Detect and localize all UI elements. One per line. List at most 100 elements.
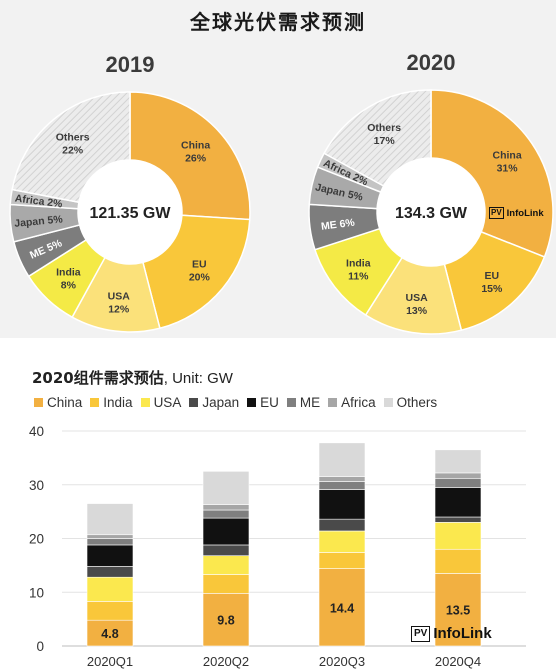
bar-segment-usa <box>318 530 366 553</box>
bar-segment-me <box>86 538 134 546</box>
y-tick-label: 40 <box>29 424 44 439</box>
slice-label-india: India 11% <box>346 257 371 282</box>
legend-label: ME <box>299 395 321 410</box>
x-tick-label: 2020Q4 <box>435 654 481 669</box>
donut-center-total: 134.3 GW <box>395 205 468 222</box>
watermark-logo-top: PV InfoLink <box>489 207 544 219</box>
bar-segment-others <box>86 503 134 536</box>
legend-swatch <box>247 398 257 407</box>
donut-title: 2019 <box>106 52 155 77</box>
bar-segment-me <box>434 478 482 488</box>
bar-segment-eu <box>202 517 250 546</box>
y-tick-label: 20 <box>29 532 44 547</box>
legend-label: India <box>103 395 133 410</box>
bar-segment-eu <box>86 544 134 567</box>
legend-item-china: China <box>34 395 82 410</box>
bar-segment-india <box>202 574 250 594</box>
bar-segment-japan <box>318 518 366 532</box>
legend-swatch <box>90 398 100 407</box>
pv-badge: PV <box>489 207 504 219</box>
bar-chart-unit: , Unit: GW <box>163 370 233 387</box>
y-tick-label: 30 <box>29 478 44 493</box>
donut-panel: 全球光伏需求预测 China 26% EU 20% USA 12% India 8% ME 5%… <box>0 0 556 338</box>
legend-item-others: Others <box>383 395 438 410</box>
legend-label: EU <box>260 395 279 410</box>
legend-item-africa: Africa <box>328 395 376 410</box>
legend-label: China <box>47 395 83 410</box>
legend-swatch <box>328 398 338 407</box>
bar-chart-title-text: 2020组件需求预估 <box>32 369 164 387</box>
bar-data-label: 13.5 <box>446 604 470 618</box>
bar-segment-india <box>86 601 134 621</box>
donut-title: 2020 <box>407 50 456 75</box>
watermark-text: InfoLink <box>433 625 492 642</box>
slice-label-india: India 8% <box>56 267 81 292</box>
bar-segment-japan <box>202 544 250 556</box>
legend-swatch <box>140 398 150 407</box>
bar-segment-others <box>434 449 482 474</box>
legend-item-usa: USA <box>140 395 182 410</box>
donut-2020: China 31%EU 15%USA 13%India 11%ME 6%Japan 5%… <box>308 50 554 335</box>
slice-label-usa: USA 12% <box>108 290 131 315</box>
slice-label-usa: USA 13% <box>406 292 429 317</box>
pv-badge: PV <box>411 625 431 642</box>
slice-label-me: ME 6% <box>320 217 356 233</box>
slice-label-others: Others 22% <box>56 132 90 157</box>
bar-segment-africa <box>202 504 250 511</box>
bar-chart-panel: 2020组件需求预估, Unit: GW China India USA Japan E… <box>18 347 538 669</box>
bar-segment-eu <box>318 489 366 520</box>
bar-segment-others <box>318 442 366 477</box>
slice-label-china: China 26% <box>181 139 210 164</box>
x-tick-label: 2020Q1 <box>87 654 133 669</box>
bar-data-label: 9.8 <box>217 614 234 628</box>
donut-charts: China 26%EU 20%USA 12%India 8%ME 5%Japan 5%A… <box>9 50 554 335</box>
bar-segment-japan <box>86 566 134 578</box>
bar-segment-india <box>318 552 366 569</box>
watermark-logo-bottom: PV InfoLink <box>411 625 492 642</box>
legend-label: Africa <box>341 395 376 410</box>
bar-legend: China India USA Japan EU ME Africa Others <box>34 395 437 410</box>
bar-segment-others <box>202 471 250 505</box>
x-tick-label: 2020Q3 <box>319 654 365 669</box>
slice-label-eu: EU 20% <box>189 258 211 283</box>
bar-segment-africa <box>86 534 134 539</box>
bar-segment-africa <box>434 472 482 479</box>
x-tick-label: 2020Q2 <box>203 654 249 669</box>
legend-item-japan: Japan <box>189 395 239 410</box>
slice-label-others: Others 17% <box>367 122 401 147</box>
slice-label-china: China 31% <box>493 149 522 174</box>
bar-segment-usa <box>86 576 134 602</box>
legend-item-india: India <box>90 395 133 410</box>
y-tick-label: 10 <box>29 585 44 600</box>
bar-segment-usa <box>202 555 250 575</box>
bar-segment-me <box>202 509 250 519</box>
slice-label-eu: EU 15% <box>481 270 503 295</box>
legend-swatch <box>34 398 43 407</box>
donut-2019: China 26%EU 20%USA 12%India 8%ME 5%Japan 5%A… <box>9 52 251 333</box>
legend-label: Others <box>396 395 438 410</box>
legend-swatch <box>383 398 393 407</box>
bar-segment-japan <box>434 516 482 523</box>
bar-segment-me <box>318 481 366 490</box>
y-tick-label: 0 <box>36 639 44 654</box>
bar-segment-africa <box>318 476 366 482</box>
stacked-bar-chart: 0 10 20 30 40 4.8 2020Q1 9.8 2020Q2 14.4 2020Q3 13.… <box>29 424 526 669</box>
bar-data-label: 4.8 <box>101 627 118 641</box>
bar-segment-china <box>318 568 366 647</box>
bar-segment-china <box>86 619 134 647</box>
watermark-text: InfoLink <box>506 207 544 219</box>
page-title: 全球光伏需求预测 <box>190 10 366 34</box>
legend-swatch <box>286 398 296 407</box>
bar-segment-china <box>434 573 482 647</box>
legend-item-me: ME <box>286 395 321 410</box>
bar-segment-usa <box>434 522 482 550</box>
donut-center-total: 121.35 GW <box>90 205 172 222</box>
legend-item-eu: EU <box>247 395 279 410</box>
slice-label-japan: Japan 5% <box>14 213 64 230</box>
legend-label: USA <box>153 395 182 410</box>
legend-label: Japan <box>202 395 240 410</box>
bar-chart-title: 2020组件需求预估, Unit: GW <box>32 367 233 388</box>
bar-segment-india <box>434 548 482 574</box>
bar-segment-china <box>202 593 250 647</box>
legend-swatch <box>189 398 199 407</box>
